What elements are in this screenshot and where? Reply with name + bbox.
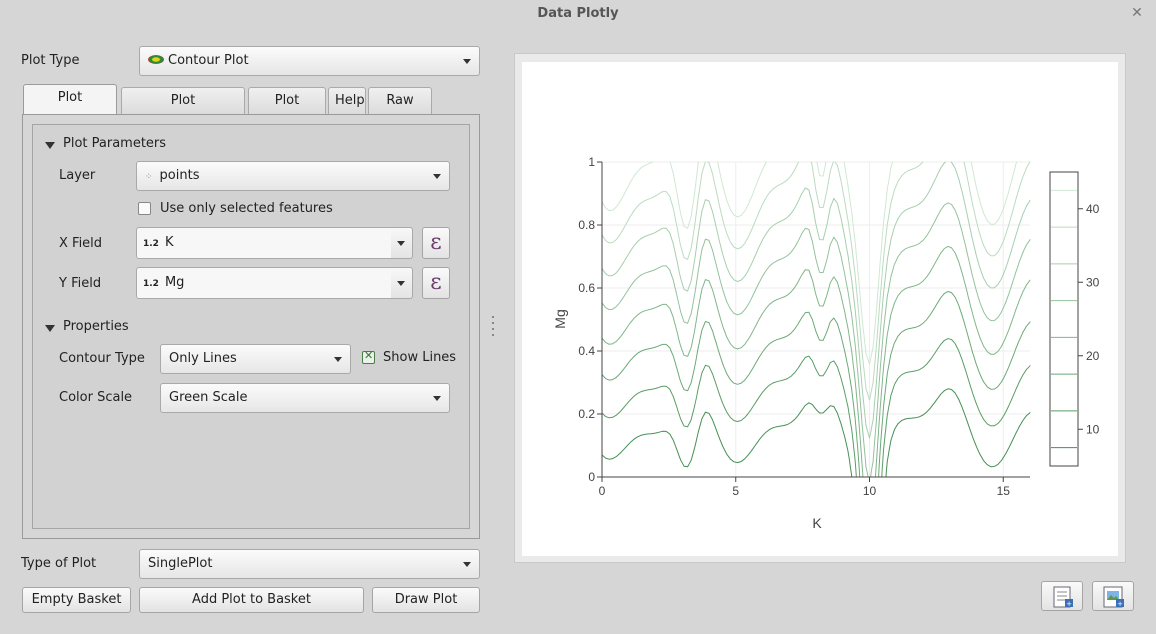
image-export-icon: + (1103, 586, 1124, 608)
y-expression-button[interactable]: ε (422, 267, 450, 299)
empty-basket-button[interactable]: Empty Basket (22, 587, 131, 613)
x-field-value: K (164, 235, 174, 250)
y-field-input[interactable]: 1.2 Mg (136, 267, 392, 299)
collapse-triangle-icon[interactable] (45, 142, 55, 149)
y-field-dropdown[interactable] (391, 267, 413, 299)
tab-label: Help (335, 93, 365, 108)
x-field-dropdown[interactable] (391, 227, 413, 259)
contour-type-label: Contour Type (59, 351, 145, 366)
draw-plot-button[interactable]: Draw Plot (372, 587, 480, 613)
contour-line (601, 388, 1031, 478)
type-of-plot-select[interactable]: SinglePlot (139, 549, 480, 579)
tab-plot-properties[interactable]: Plot Properties (23, 84, 117, 130)
chevron-down-icon (397, 281, 405, 286)
use-selected-label: Use only selected features (160, 201, 333, 216)
colorbar-tick-label: 10 (1086, 422, 1100, 436)
y-tick-label: 1 (588, 155, 595, 169)
y-field-value: Mg (164, 275, 185, 290)
collapse-triangle-icon[interactable] (45, 325, 55, 332)
tab-plot-customizations[interactable]: Plot Customizations (121, 87, 245, 133)
y-tick-label: 0 (588, 470, 595, 484)
layer-select[interactable]: ⁘ points (136, 161, 450, 191)
x-field-label: X Field (59, 236, 103, 251)
contour-line (601, 161, 1017, 365)
use-selected-checkbox[interactable] (138, 202, 151, 215)
chevron-down-icon (334, 357, 342, 362)
plot-type-value: Contour Plot (168, 53, 249, 68)
expression-icon: ε (430, 270, 442, 295)
contour-chart: 0 5 10 15 0 0.2 0.4 0.6 0.8 1 10 20 30 40 K Mg (552, 155, 1100, 531)
tab-plot-basket[interactable]: Plot Basket (248, 87, 326, 133)
y-tick-label: 0.6 (578, 281, 595, 295)
contour-line (601, 161, 1031, 401)
properties-header: Properties (63, 319, 129, 334)
x-tick-label: 15 (997, 484, 1011, 498)
html-export-icon: + (1053, 586, 1073, 608)
y-tick-label: 0.2 (578, 407, 595, 421)
export-image-button[interactable]: + (1092, 581, 1134, 611)
contour-type-select[interactable]: Only Lines (160, 344, 351, 374)
color-scale-select[interactable]: Green Scale (160, 383, 450, 413)
plot-type-label: Plot Type (21, 53, 80, 68)
parameters-panel (32, 124, 470, 529)
type-of-plot-value: SinglePlot (148, 556, 213, 571)
plot-type-select[interactable]: Contour Plot (139, 46, 480, 76)
chevron-down-icon (433, 174, 441, 179)
point-layer-icon: ⁘ (145, 172, 154, 182)
chevron-down-icon (397, 241, 405, 246)
tab-help[interactable]: Help (328, 87, 366, 114)
title-bar: Data Plotly ✕ (0, 0, 1156, 30)
chevron-down-icon (433, 396, 441, 401)
contour-line (601, 338, 1031, 478)
window-title: Data Plotly (537, 6, 619, 21)
svg-text:+: + (1066, 600, 1072, 608)
plot-parameters-header: Plot Parameters (63, 136, 167, 151)
type-of-plot-label: Type of Plot (21, 556, 97, 571)
x-tick-label: 0 (599, 484, 606, 498)
contour-line (601, 202, 1031, 478)
svg-text:+: + (1117, 600, 1123, 608)
y-tick-label: 0.8 (578, 218, 595, 232)
contour-line (601, 245, 1031, 478)
show-lines-checkbox[interactable] (362, 349, 375, 364)
contour-type-value: Only Lines (169, 351, 237, 366)
chevron-down-icon (463, 562, 471, 567)
plot-canvas: 0 5 10 15 0 0.2 0.4 0.6 0.8 1 10 20 30 40 K Mg (522, 62, 1118, 556)
x-field-input[interactable]: 1.2 K (136, 227, 392, 259)
show-lines-label: Show Lines (383, 350, 457, 365)
y-tick-label: 0.4 (578, 344, 595, 358)
y-field-label: Y Field (59, 276, 102, 291)
tab-raw-plot[interactable]: Raw Plot (368, 87, 432, 133)
y-axis-label: Mg (552, 309, 568, 328)
close-icon[interactable]: ✕ (1131, 5, 1143, 21)
colorbar-tick-label: 40 (1086, 202, 1100, 216)
chevron-down-icon (463, 59, 471, 64)
contour-plot-icon (148, 55, 164, 64)
numeric-type-icon: 1.2 (143, 279, 159, 289)
colorbar-tick-label: 30 (1086, 275, 1100, 289)
colorbar-frame (1049, 171, 1079, 467)
layer-value: points (159, 168, 200, 183)
numeric-type-icon: 1.2 (143, 239, 159, 249)
colorbar-tick-label: 20 (1086, 349, 1100, 363)
expression-icon: ε (430, 230, 442, 255)
x-tick-label: 10 (863, 484, 877, 498)
x-tick-label: 5 (732, 484, 739, 498)
export-html-button[interactable]: + (1041, 581, 1083, 611)
layer-label: Layer (59, 168, 96, 183)
contour-line (601, 291, 1031, 478)
color-scale-value: Green Scale (169, 390, 248, 405)
contour-line (601, 161, 1031, 439)
add-plot-to-basket-button[interactable]: Add Plot to Basket (139, 587, 364, 613)
splitter-handle[interactable] (491, 316, 495, 342)
color-scale-label: Color Scale (59, 390, 133, 405)
x-axis-label: K (812, 515, 822, 531)
x-expression-button[interactable]: ε (422, 227, 450, 259)
